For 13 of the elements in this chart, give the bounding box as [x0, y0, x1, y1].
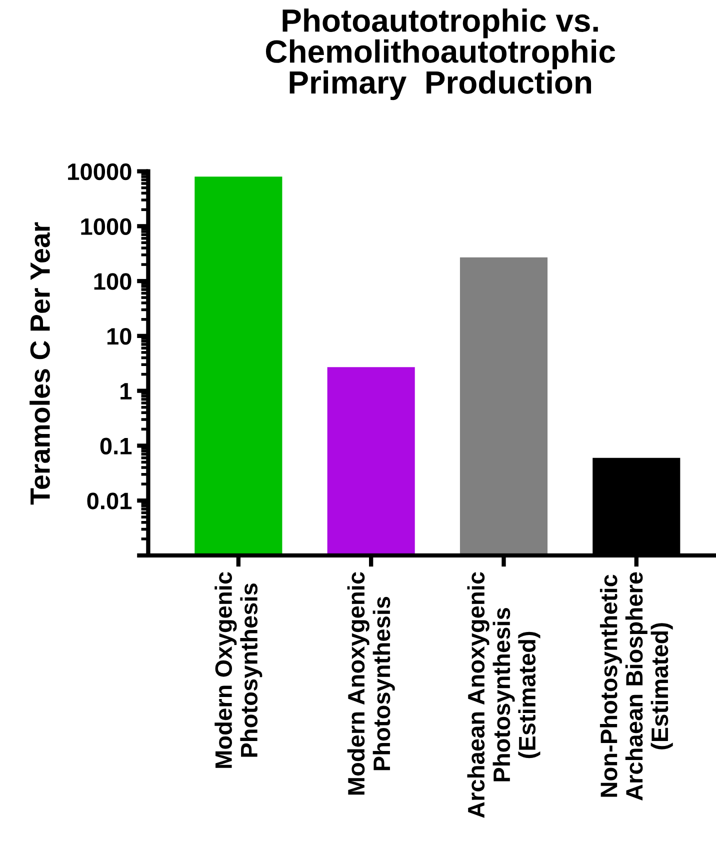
chart-title: Photoautotrophic vs. Chemolithoautotrophic Primary Production: [266, 8, 616, 100]
y-tick-label: 10: [107, 328, 132, 345]
x-tick-label: Archaean Anoxygenic Photosynthesis (Estimated): [467, 572, 540, 818]
x-tick-label: Non-Photosynthetic Archaean Biosphere (Estimated): [600, 572, 673, 800]
y-tick-label: 0.01: [87, 492, 132, 510]
x-tick-label: Modern Anoxygenic Photosynthesis: [347, 572, 395, 795]
x-tick-label: Modern Oxygenic Photosynthesis: [214, 572, 262, 768]
y-tick-label: 1000: [81, 218, 132, 235]
y-tick-label: 0.1: [100, 438, 132, 454]
y-axis-title: Teramoles C Per Year: [30, 222, 50, 505]
y-tick-label: 1: [120, 383, 132, 400]
y-tick-label: 10000: [68, 163, 132, 180]
y-tick-label: 100: [94, 273, 132, 290]
